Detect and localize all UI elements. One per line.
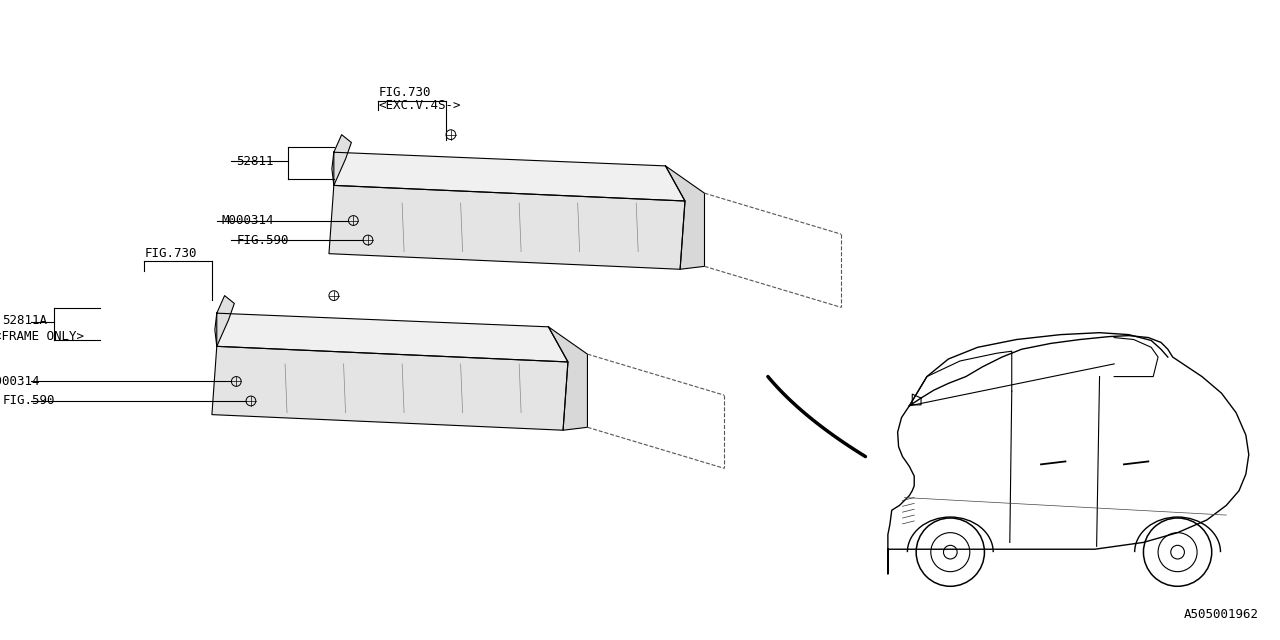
Text: <FRAME ONLY>: <FRAME ONLY> <box>0 330 84 343</box>
Text: M000314: M000314 <box>0 375 40 388</box>
Text: FIG.730: FIG.730 <box>379 86 431 99</box>
Polygon shape <box>548 327 588 430</box>
Polygon shape <box>329 186 685 269</box>
Text: FIG.730: FIG.730 <box>145 246 197 260</box>
Polygon shape <box>666 166 704 269</box>
Polygon shape <box>215 296 234 346</box>
Text: 52811A: 52811A <box>3 314 47 326</box>
Text: <EXC.V.4S->: <EXC.V.4S-> <box>379 99 461 112</box>
Polygon shape <box>334 152 685 201</box>
Text: FIG.590: FIG.590 <box>237 234 289 246</box>
Text: FIG.590: FIG.590 <box>3 394 55 408</box>
Text: 52811: 52811 <box>237 154 274 168</box>
Polygon shape <box>332 134 352 186</box>
Polygon shape <box>216 313 568 362</box>
Polygon shape <box>212 346 568 430</box>
Text: A505001962: A505001962 <box>1184 608 1258 621</box>
Text: M000314: M000314 <box>221 214 274 227</box>
